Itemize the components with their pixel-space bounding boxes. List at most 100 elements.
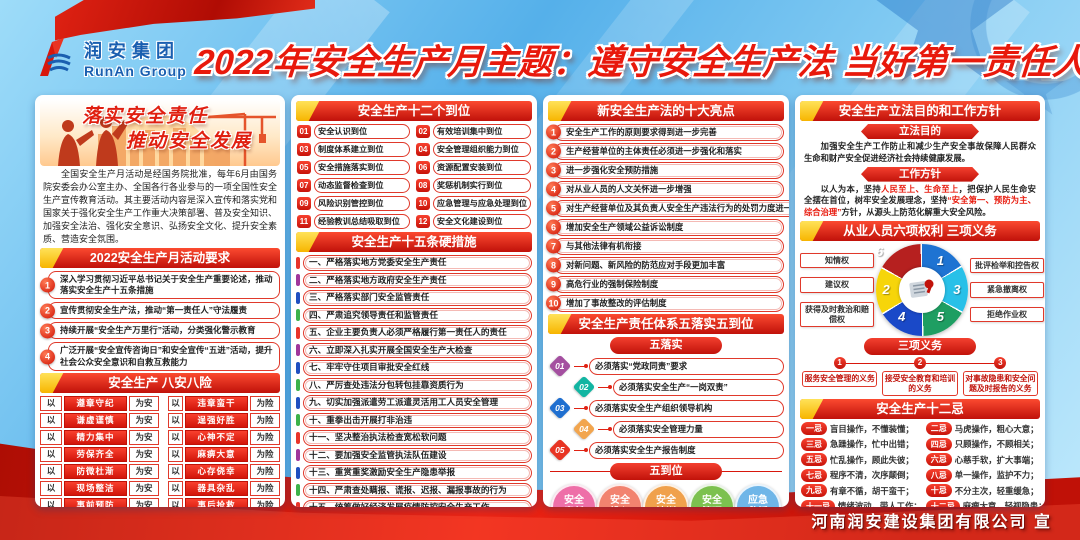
twelve-item: 07 动态监督检查到位: [297, 178, 410, 193]
badge-line2: 培训: [656, 507, 676, 508]
item-text: 广泛开展“安全宣传咨询日”和安全宣传“五进”活动，提升社会公众安全意识和自救互救…: [48, 342, 280, 371]
twelve-item: 01 安全认识到位: [297, 124, 410, 139]
badge-line1: 应急: [748, 495, 768, 506]
requirement-item: 1 深入学习贯彻习近平总书记关于安全生产重要论述，推动落实安全生产十五条措施: [40, 271, 280, 300]
safe-phrase-cell: 现场整洁: [64, 480, 127, 496]
item-text: 四、严肃追究领导责任和监管责任: [303, 307, 532, 323]
item-number-badge: 7: [546, 238, 561, 254]
twelve-item: 02 有效培训集中到位: [415, 124, 531, 139]
banner-activity-requirements: 2022安全生产月活动要求: [40, 248, 280, 269]
circle-badge: 应急 救援: [735, 483, 781, 507]
safe-suffix-cell: 为安: [129, 480, 159, 496]
ribbon-purpose: 立法目的: [861, 124, 979, 139]
measure-item: 三、严格落实部门安全监管责任: [296, 290, 532, 306]
item-text: 增加安全生产领域公益诉讼制度: [554, 219, 784, 236]
safe-phrase-cell: 劳保齐全: [64, 446, 127, 462]
risk-suffix-cell: 为险: [250, 412, 280, 428]
item-text: 十一、坚决整治执法检查宽松软问题: [303, 430, 532, 446]
item-text: 十二、要加强安全监管执法队伍建设: [303, 447, 532, 463]
item-text: 安全生产工作的原则要求得到进一步完善: [554, 124, 784, 141]
item-number-badge: 2: [546, 143, 561, 159]
highlight-item: 7 与其他法律有机衔接: [546, 238, 784, 255]
item-text: 应急管理与应急处理到位: [432, 196, 531, 211]
wheel-number: 4: [898, 309, 906, 325]
risk-phrase-cell: 心神不定: [185, 429, 248, 445]
item-text: 持续开展“安全生产万里行”活动，分类强化警示教育: [48, 322, 280, 340]
implement-item: 01 必须落实“党政同责”要求: [548, 354, 784, 378]
taboo-item: 九忌 有章不循，胡干蛮干；: [801, 484, 922, 498]
pill-five-in-place: 五到位: [610, 462, 722, 480]
taboo-item: 二忌 马虎操作，粗心大意；: [925, 422, 1045, 436]
color-bar: [296, 291, 300, 304]
item-text: 与其他法律有机衔接: [554, 238, 784, 255]
wheel-number: 2: [882, 281, 890, 297]
duty-text: 服务安全管理的义务: [802, 370, 878, 387]
pill-five-implement: 五落实: [610, 336, 722, 354]
item-text: 安全认识到位: [314, 124, 410, 139]
duty-item: 2 接受安全教育和培训的义务: [882, 356, 958, 397]
item-number-badge: 07: [297, 179, 311, 192]
item-number-badge: 5: [546, 200, 561, 216]
twelve-grid: 01 安全认识到位 02 有效培训集中到位 03 制度体系建立到位 04 安全管…: [297, 124, 531, 229]
safe-suffix-cell: 为安: [129, 412, 159, 428]
wheel-number: 3: [953, 281, 961, 297]
prefix-cell: 以: [168, 446, 183, 462]
duty-text: 接受安全教育和培训的义务: [882, 370, 958, 397]
item-text: 三、严格落实部门安全监管责任: [303, 290, 532, 306]
prefix-cell: 以: [168, 497, 183, 507]
prefix-cell: 以: [40, 429, 62, 445]
connector-line: [574, 363, 588, 368]
item-text: 十五、统筹做好经济发展疫情防控安全生产工作: [303, 500, 532, 507]
measure-item: 七、牢牢守住项目审批安全红线: [296, 360, 532, 376]
fifteen-list: 一、严格落实地方党委安全生产责任 二、严格落实地方政府安全生产责任 三、严格落实…: [296, 255, 532, 507]
measure-item: 六、立即深入扎实开展全国安全生产大检查: [296, 342, 532, 358]
color-bar: [296, 274, 300, 287]
measure-item: 十三、重赏重奖激励安全生产隐患举报: [296, 465, 532, 481]
risk-phrase-cell: 器具杂乱: [185, 480, 248, 496]
banner-title: 安全生产十二个到位: [357, 104, 471, 118]
requirement-item: 2 宣传贯彻安全生产法，推动“第一责任人”守法履责: [40, 302, 280, 320]
item-number-badge: 9: [546, 276, 561, 292]
taboo-text: 不分主次，轻重缓急；: [954, 485, 1039, 496]
risk-phrase-cell: 麻痹大意: [185, 446, 248, 462]
duty-number-badge: 2: [913, 356, 926, 369]
banner-fifteen-hard-measures: 安全生产十五条硬措施: [296, 232, 532, 252]
item-text: 深入学习贯彻习近平总书记关于安全生产重要论述，推动落实安全生产十五条措施: [48, 271, 280, 300]
taboo-item: 七忌 程序不清，次序颠倒；: [801, 468, 922, 482]
wheel-number: 1: [936, 253, 944, 269]
slogan-line2: 推动安全发展: [126, 131, 253, 152]
twelve-item: 05 安全措施落实到位: [297, 160, 410, 175]
twelve-item: 08 奖惩机制实行到位: [415, 178, 531, 193]
twelve-item: 09 风险识别管控到位: [297, 196, 410, 211]
item-text: 对从业人员的人文关怀进一步增强: [554, 181, 784, 198]
prefix-cell: 以: [40, 497, 62, 507]
item-number-badge: 3: [40, 323, 55, 339]
implement-item: 03 必须落实安全生产组织领导机构: [548, 396, 784, 420]
taboo-text: 急躁操作，忙中出错；: [830, 439, 914, 450]
rights-right-column: 批评检举和控告权 紧急撤离权 拒绝作业权: [970, 257, 1044, 323]
taboo-item: 八忌 单一操作，监护不力；: [925, 468, 1045, 482]
requirement-item: 3 持续开展“安全生产万里行”活动，分类强化警示教育: [40, 322, 280, 340]
safe-suffix-cell: 为安: [129, 446, 159, 462]
item-number-badge: 05: [297, 161, 311, 174]
item-text: 必须落实安全生产“一岗双责”: [613, 378, 784, 396]
badge-line1: 安全: [564, 495, 584, 506]
risk-phrase-cell: 事后抢救: [185, 497, 248, 507]
item-text: 安全文化建设到位: [432, 214, 531, 229]
item-text: 必须落实“党政同责”要求: [589, 357, 784, 375]
banner-ten-highlights: 新安全生产法的十大亮点: [548, 101, 784, 121]
wheel-number: 6: [876, 243, 884, 259]
item-text: 进一步强化安全预防措施: [554, 162, 784, 179]
color-bar: [296, 449, 300, 462]
purpose-text: 加强安全生产工作防止和减少生产安全事故保障人民群众生命和财产安全促进经济社会持续…: [804, 141, 1036, 163]
safe-phrase-cell: 谦虚谨慎: [64, 412, 127, 428]
connector-line: [598, 384, 612, 389]
measure-item: 十二、要加强安全监管执法队伍建设: [296, 447, 532, 463]
item-text: 一、严格落实地方党委安全生产责任: [303, 255, 532, 271]
duty-item: 1 服务安全管理的义务: [802, 356, 878, 396]
banner-twelve-in-place: 安全生产十二个到位: [296, 101, 532, 121]
item-number-badge: 03: [297, 143, 311, 156]
prefix-cell: 以: [168, 412, 183, 428]
item-text: 宣传贯彻安全生产法，推动“第一责任人”守法履责: [48, 302, 280, 320]
taboo-item: 十忌 不分主次，轻重缓急；: [925, 484, 1045, 498]
